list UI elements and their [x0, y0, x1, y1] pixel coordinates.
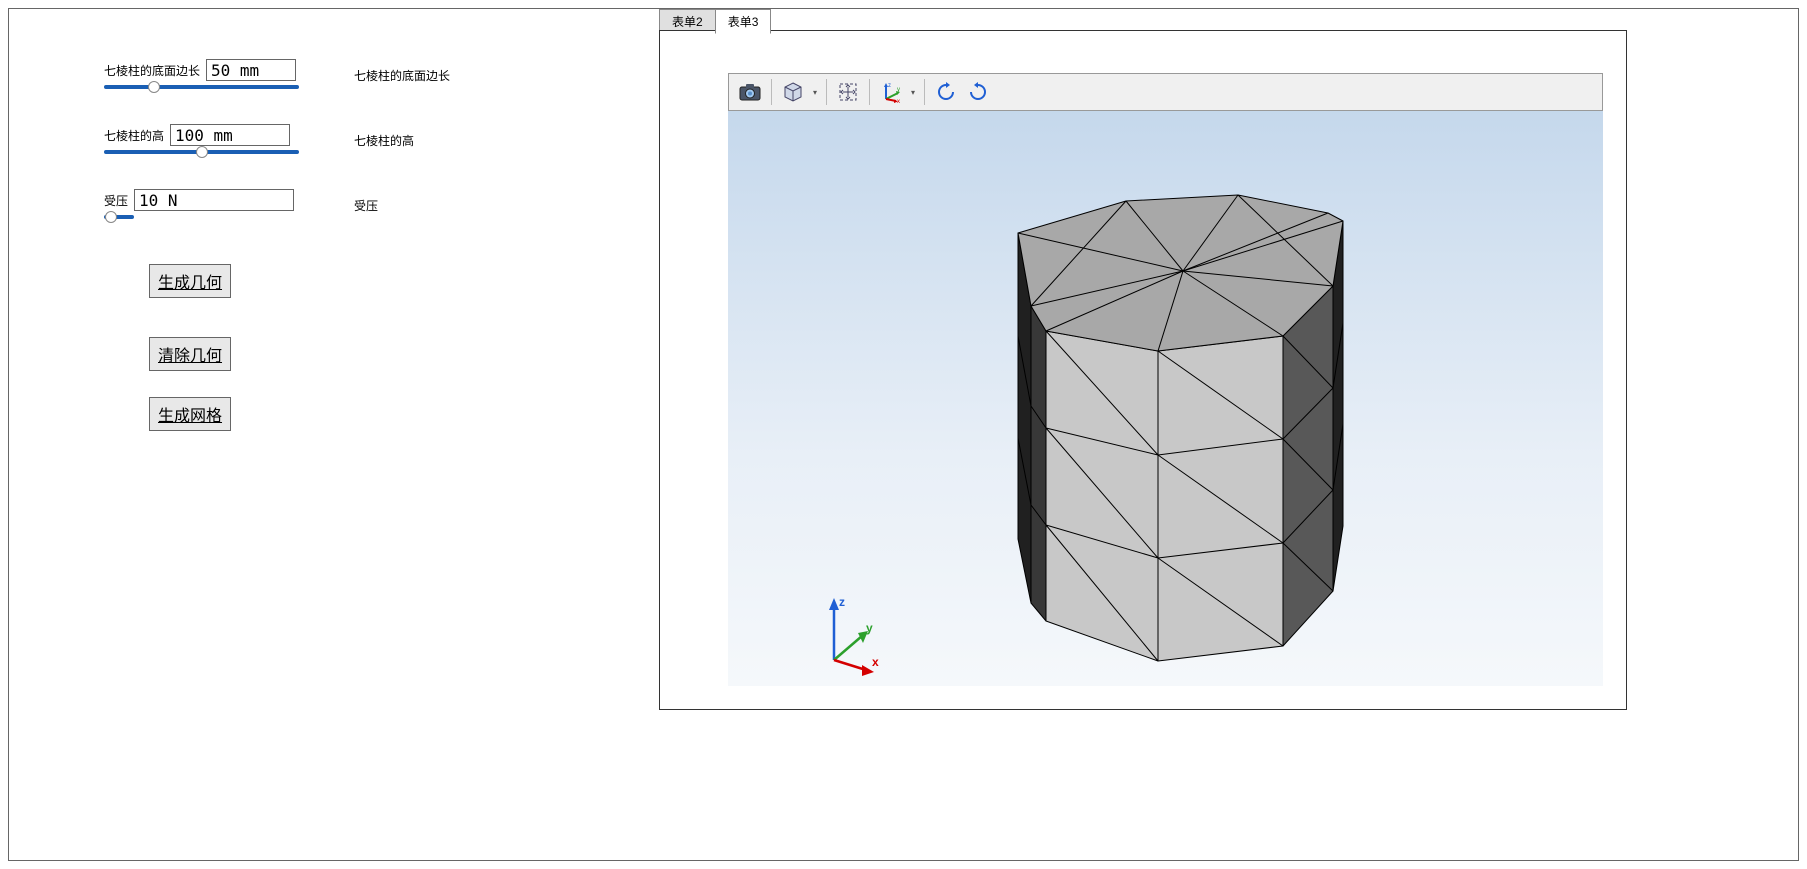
- param-pressure-right-label: 受压: [354, 197, 378, 214]
- viewer-frame: ▾ z y x ▾: [659, 30, 1627, 710]
- view-cube-icon[interactable]: [778, 77, 808, 107]
- param-height-slider[interactable]: [104, 150, 299, 154]
- tab-form3[interactable]: 表单3: [715, 9, 772, 34]
- toolbar-separator: [924, 79, 925, 105]
- svg-text:y: y: [897, 87, 900, 93]
- param-edge-right-label: 七棱柱的底面边长: [354, 67, 450, 84]
- left-panel: 七棱柱的底面边长 七棱柱的底面边长 七棱柱的高 七棱柱的高 受压 受压 生成几何…: [9, 9, 659, 860]
- param-height-row: 七棱柱的高: [104, 124, 290, 146]
- svg-text:y: y: [866, 621, 873, 635]
- viewer-toolbar: ▾ z y x ▾: [728, 73, 1603, 111]
- svg-text:x: x: [872, 655, 879, 669]
- toolbar-separator: [869, 79, 870, 105]
- rotate-cw-icon[interactable]: [963, 77, 993, 107]
- camera-icon[interactable]: [735, 77, 765, 107]
- param-height-input[interactable]: [170, 124, 290, 146]
- 3d-viewport[interactable]: z y x: [728, 111, 1603, 686]
- param-pressure-label: 受压: [104, 192, 128, 209]
- axes-dropdown[interactable]: ▾: [908, 88, 918, 97]
- param-edge-slider[interactable]: [104, 85, 299, 89]
- view-cube-dropdown[interactable]: ▾: [810, 88, 820, 97]
- axes-icon[interactable]: z y x: [876, 77, 906, 107]
- toolbar-separator: [826, 79, 827, 105]
- app-frame: 七棱柱的底面边长 七棱柱的底面边长 七棱柱的高 七棱柱的高 受压 受压 生成几何…: [8, 8, 1799, 861]
- svg-text:z: z: [839, 595, 845, 609]
- param-edge-label: 七棱柱的底面边长: [104, 62, 200, 79]
- param-height-right-label: 七棱柱的高: [354, 132, 414, 149]
- svg-text:z: z: [888, 83, 891, 89]
- coordinate-triad: z y x: [816, 588, 876, 668]
- param-pressure-input[interactable]: [134, 189, 294, 211]
- svg-text:x: x: [897, 99, 900, 103]
- param-edge-row: 七棱柱的底面边长: [104, 59, 296, 81]
- param-pressure-slider[interactable]: [104, 215, 134, 219]
- param-height-label: 七棱柱的高: [104, 127, 164, 144]
- param-pressure-row: 受压: [104, 189, 294, 211]
- generate-geometry-button[interactable]: 生成几何: [149, 264, 231, 298]
- clear-geometry-button[interactable]: 清除几何: [149, 337, 231, 371]
- zoom-extents-icon[interactable]: [833, 77, 863, 107]
- toolbar-separator: [771, 79, 772, 105]
- rotate-ccw-icon[interactable]: [931, 77, 961, 107]
- generate-mesh-button[interactable]: 生成网格: [149, 397, 231, 431]
- param-edge-input[interactable]: [206, 59, 296, 81]
